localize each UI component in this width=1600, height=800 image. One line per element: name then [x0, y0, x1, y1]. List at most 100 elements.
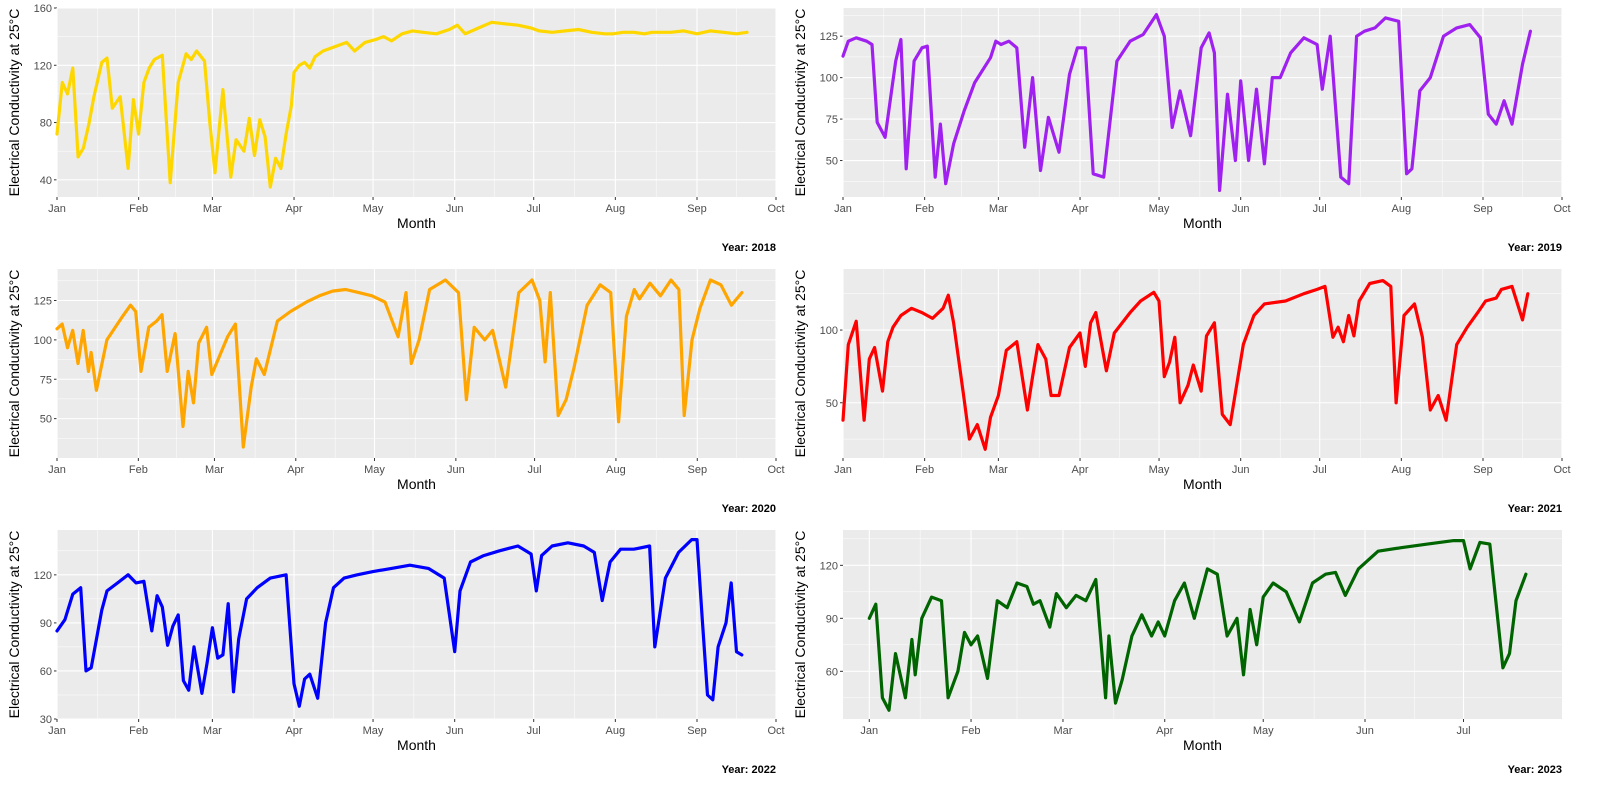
x-tick-label: Sep	[1473, 464, 1493, 476]
x-tick-label: May	[1253, 725, 1274, 737]
x-tick-label: Jun	[1232, 464, 1250, 476]
chart-panel-1: 40 80 120 160 Jan Feb Mar Apr May Jun Jul Aug Sep Oct…	[6, 3, 785, 254]
x-tick-label: Apr	[1071, 464, 1088, 476]
y-axis-title: Electrical Conductivity at 25°C	[6, 531, 22, 719]
y-tick-label: 50	[826, 398, 838, 410]
x-tick-label: Aug	[1392, 203, 1412, 215]
x-tick-label: Mar	[989, 464, 1008, 476]
series-line	[55, 278, 744, 449]
x-tick-label: Jun	[1356, 725, 1374, 737]
series-line	[841, 279, 1530, 451]
x-tick-label: Oct	[1553, 464, 1570, 476]
x-tick-label: May	[1149, 464, 1170, 476]
y-tick-label: 125	[820, 31, 838, 43]
x-tick-label: Feb	[962, 725, 981, 737]
x-tick-label: Sep	[1473, 203, 1493, 215]
y-tick-label: 75	[826, 114, 838, 126]
y-tick-label: 100	[34, 335, 52, 347]
x-tick-label: Jun	[446, 725, 464, 737]
x-tick-label: Aug	[606, 725, 626, 737]
y-tick-label: 60	[40, 666, 52, 678]
chart-panel-4: 50 100 Jan Feb Mar Apr May Jun Jul Aug Sep Oct Month…	[792, 269, 1571, 515]
x-tick-label: Jan	[834, 464, 852, 476]
y-axis-title: Electrical Conductivity at 25°C	[6, 270, 22, 458]
x-axis-title: Month	[397, 737, 436, 753]
year-caption: Year: 2020	[722, 503, 776, 515]
series-line	[867, 539, 1528, 712]
x-axis-title: Month	[397, 476, 436, 492]
year-caption: Year: 2023	[1508, 764, 1562, 776]
x-tick-label: Sep	[687, 203, 707, 215]
x-tick-label: May	[363, 203, 384, 215]
y-tick-label: 50	[826, 156, 838, 168]
x-tick-label: Oct	[767, 203, 784, 215]
x-tick-label: Feb	[129, 464, 148, 476]
y-tick-label: 125	[34, 296, 52, 308]
y-axis-title: Electrical Conductivity at 25°C	[792, 270, 808, 458]
x-tick-label: Jul	[1313, 464, 1327, 476]
x-axis-title: Month	[1183, 737, 1222, 753]
x-tick-label: Aug	[606, 464, 626, 476]
x-tick-label: May	[364, 464, 385, 476]
x-tick-label: Feb	[129, 725, 148, 737]
x-tick-label: Mar	[203, 203, 222, 215]
y-tick-label: 90	[826, 613, 838, 625]
x-tick-label: Aug	[1392, 464, 1412, 476]
y-tick-label: 60	[826, 666, 838, 678]
plot-background	[843, 530, 1562, 719]
x-tick-label: Jun	[1232, 203, 1250, 215]
x-tick-label: Apr	[1156, 725, 1173, 737]
series-line	[55, 538, 744, 708]
x-tick-label: Feb	[129, 203, 148, 215]
chart-panel-2: 50 75 100 125 Jan Feb Mar Apr May Jun Jul Aug Sep Oct…	[792, 8, 1571, 254]
x-tick-label: May	[1149, 203, 1170, 215]
x-tick-label: Oct	[1553, 203, 1570, 215]
x-tick-label: Jan	[48, 725, 66, 737]
x-tick-label: Sep	[687, 725, 707, 737]
chart-panel-3: 50 75 100 125 Jan Feb Mar Apr May Jun Jul Aug Sep Oct…	[6, 269, 785, 515]
x-tick-label: Jun	[447, 464, 465, 476]
x-tick-label: Apr	[287, 464, 304, 476]
x-tick-label: Apr	[285, 203, 302, 215]
y-tick-label: 90	[40, 618, 52, 630]
year-caption: Year: 2019	[1508, 242, 1562, 254]
y-tick-label: 120	[34, 60, 52, 72]
y-tick-label: 30	[40, 714, 52, 726]
series-line	[55, 20, 749, 189]
x-tick-label: Apr	[285, 725, 302, 737]
x-tick-label: Jul	[1313, 203, 1327, 215]
x-tick-label: Oct	[767, 464, 784, 476]
x-tick-label: Jan	[48, 203, 66, 215]
x-tick-label: Mar	[1053, 725, 1072, 737]
x-tick-label: Jun	[446, 203, 464, 215]
x-tick-label: Jan	[860, 725, 878, 737]
x-tick-label: Oct	[767, 725, 784, 737]
x-axis-title: Month	[1183, 476, 1222, 492]
series-line	[841, 13, 1533, 192]
x-tick-label: Apr	[1071, 203, 1088, 215]
x-tick-label: Jan	[834, 203, 852, 215]
x-tick-label: Jul	[527, 725, 541, 737]
y-tick-label: 120	[34, 570, 52, 582]
x-tick-label: Aug	[606, 203, 626, 215]
chart-panel-5: 30 60 90 120 Jan Feb Mar Apr May Jun Jul Aug Sep Oct M…	[6, 530, 785, 776]
year-caption: Year: 2021	[1508, 503, 1562, 515]
y-tick-label: 160	[34, 3, 52, 15]
y-tick-label: 75	[40, 374, 52, 386]
y-axis-title: Electrical Conductivity at 25°C	[6, 9, 22, 197]
x-tick-label: Sep	[687, 464, 707, 476]
y-tick-label: 100	[820, 325, 838, 337]
year-caption: Year: 2022	[722, 764, 776, 776]
x-tick-label: Feb	[915, 203, 934, 215]
y-tick-label: 100	[820, 73, 838, 85]
x-tick-label: Jan	[48, 464, 66, 476]
x-axis-title: Month	[397, 215, 436, 231]
x-tick-label: Mar	[989, 203, 1008, 215]
x-tick-label: Jul	[1456, 725, 1470, 737]
plot-background	[57, 269, 776, 458]
y-tick-label: 50	[40, 414, 52, 426]
chart-panel-6: 60 90 120 Jan Feb Mar Apr May Jun Jul Month Electri…	[792, 530, 1562, 776]
x-tick-label: Feb	[915, 464, 934, 476]
y-tick-label: 40	[40, 175, 52, 187]
